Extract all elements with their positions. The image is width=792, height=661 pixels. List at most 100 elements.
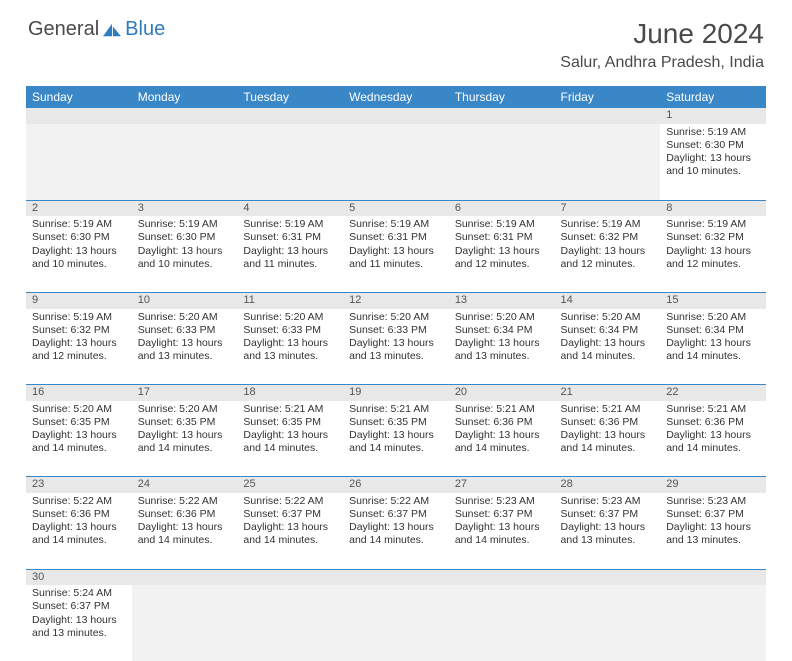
daylight-line: Daylight: 13 hours and 10 minutes. bbox=[32, 245, 126, 271]
day-number-cell: 8 bbox=[660, 200, 766, 216]
daylight-line: Daylight: 13 hours and 10 minutes. bbox=[138, 245, 232, 271]
day-cell bbox=[449, 124, 555, 200]
day-number-cell bbox=[343, 569, 449, 585]
day-cell-body: Sunrise: 5:20 AMSunset: 6:35 PMDaylight:… bbox=[132, 401, 238, 460]
day-cell bbox=[660, 585, 766, 661]
day-cell bbox=[237, 124, 343, 200]
day-cell bbox=[555, 585, 661, 661]
sunset-line: Sunset: 6:35 PM bbox=[243, 416, 337, 429]
day-cell bbox=[343, 124, 449, 200]
logo-text-blue: Blue bbox=[125, 18, 165, 41]
month-title: June 2024 bbox=[560, 18, 764, 50]
day-cell bbox=[132, 124, 238, 200]
day-cell: Sunrise: 5:20 AMSunset: 6:34 PMDaylight:… bbox=[555, 309, 661, 385]
day-cell bbox=[26, 124, 132, 200]
sunset-line: Sunset: 6:30 PM bbox=[32, 231, 126, 244]
day-cell: Sunrise: 5:23 AMSunset: 6:37 PMDaylight:… bbox=[660, 493, 766, 569]
sunset-line: Sunset: 6:34 PM bbox=[561, 324, 655, 337]
sunset-line: Sunset: 6:37 PM bbox=[666, 508, 760, 521]
daylight-line: Daylight: 13 hours and 13 minutes. bbox=[243, 337, 337, 363]
day-cell: Sunrise: 5:21 AMSunset: 6:36 PMDaylight:… bbox=[660, 401, 766, 477]
sunset-line: Sunset: 6:36 PM bbox=[138, 508, 232, 521]
day-cell-body: Sunrise: 5:19 AMSunset: 6:30 PMDaylight:… bbox=[26, 216, 132, 275]
weekday-header-row: SundayMondayTuesdayWednesdayThursdayFrid… bbox=[26, 86, 766, 108]
sunset-line: Sunset: 6:33 PM bbox=[243, 324, 337, 337]
day-cell-body: Sunrise: 5:20 AMSunset: 6:33 PMDaylight:… bbox=[343, 309, 449, 368]
day-number-cell bbox=[132, 108, 238, 124]
day-number-cell bbox=[343, 108, 449, 124]
day-number-cell bbox=[660, 569, 766, 585]
sunrise-line: Sunrise: 5:22 AM bbox=[243, 495, 337, 508]
day-number-cell: 27 bbox=[449, 477, 555, 493]
day-cell: Sunrise: 5:19 AMSunset: 6:31 PMDaylight:… bbox=[343, 216, 449, 292]
day-number-cell: 28 bbox=[555, 477, 661, 493]
sunrise-line: Sunrise: 5:21 AM bbox=[666, 403, 760, 416]
day-cell: Sunrise: 5:20 AMSunset: 6:33 PMDaylight:… bbox=[237, 309, 343, 385]
sunset-line: Sunset: 6:35 PM bbox=[349, 416, 443, 429]
day-cell: Sunrise: 5:23 AMSunset: 6:37 PMDaylight:… bbox=[449, 493, 555, 569]
daylight-line: Daylight: 13 hours and 14 minutes. bbox=[666, 337, 760, 363]
day-cell: Sunrise: 5:19 AMSunset: 6:31 PMDaylight:… bbox=[449, 216, 555, 292]
daylight-line: Daylight: 13 hours and 12 minutes. bbox=[455, 245, 549, 271]
day-cell: Sunrise: 5:19 AMSunset: 6:31 PMDaylight:… bbox=[237, 216, 343, 292]
daylight-line: Daylight: 13 hours and 12 minutes. bbox=[561, 245, 655, 271]
day-cell-body: Sunrise: 5:19 AMSunset: 6:31 PMDaylight:… bbox=[343, 216, 449, 275]
sunrise-line: Sunrise: 5:20 AM bbox=[243, 311, 337, 324]
day-number-cell: 12 bbox=[343, 292, 449, 308]
daylight-line: Daylight: 13 hours and 11 minutes. bbox=[349, 245, 443, 271]
daylight-line: Daylight: 13 hours and 12 minutes. bbox=[666, 245, 760, 271]
daylight-line: Daylight: 13 hours and 14 minutes. bbox=[32, 521, 126, 547]
week-row: Sunrise: 5:19 AMSunset: 6:30 PMDaylight:… bbox=[26, 124, 766, 200]
weekday-header: Monday bbox=[132, 86, 238, 108]
day-number-cell bbox=[555, 108, 661, 124]
daylight-line: Daylight: 13 hours and 13 minutes. bbox=[561, 521, 655, 547]
day-cell: Sunrise: 5:19 AMSunset: 6:32 PMDaylight:… bbox=[555, 216, 661, 292]
week-row: Sunrise: 5:19 AMSunset: 6:30 PMDaylight:… bbox=[26, 216, 766, 292]
day-cell bbox=[555, 124, 661, 200]
day-cell: Sunrise: 5:20 AMSunset: 6:33 PMDaylight:… bbox=[132, 309, 238, 385]
day-cell-body: Sunrise: 5:20 AMSunset: 6:33 PMDaylight:… bbox=[132, 309, 238, 368]
sunset-line: Sunset: 6:32 PM bbox=[32, 324, 126, 337]
sunset-line: Sunset: 6:34 PM bbox=[666, 324, 760, 337]
sunrise-line: Sunrise: 5:20 AM bbox=[138, 403, 232, 416]
day-cell: Sunrise: 5:22 AMSunset: 6:36 PMDaylight:… bbox=[26, 493, 132, 569]
day-cell-body: Sunrise: 5:21 AMSunset: 6:35 PMDaylight:… bbox=[343, 401, 449, 460]
day-cell-body: Sunrise: 5:20 AMSunset: 6:34 PMDaylight:… bbox=[555, 309, 661, 368]
sunset-line: Sunset: 6:33 PM bbox=[349, 324, 443, 337]
daylight-line: Daylight: 13 hours and 13 minutes. bbox=[349, 337, 443, 363]
sunrise-line: Sunrise: 5:20 AM bbox=[32, 403, 126, 416]
sunset-line: Sunset: 6:31 PM bbox=[243, 231, 337, 244]
day-number-cell: 18 bbox=[237, 385, 343, 401]
daylight-line: Daylight: 13 hours and 10 minutes. bbox=[666, 152, 760, 178]
day-cell bbox=[343, 585, 449, 661]
week-row: Sunrise: 5:19 AMSunset: 6:32 PMDaylight:… bbox=[26, 309, 766, 385]
day-cell bbox=[132, 585, 238, 661]
day-cell: Sunrise: 5:19 AMSunset: 6:32 PMDaylight:… bbox=[26, 309, 132, 385]
day-number-cell: 26 bbox=[343, 477, 449, 493]
day-number-cell bbox=[26, 108, 132, 124]
daylight-line: Daylight: 13 hours and 14 minutes. bbox=[138, 521, 232, 547]
logo: General Blue bbox=[28, 18, 165, 41]
sunset-line: Sunset: 6:32 PM bbox=[666, 231, 760, 244]
day-cell: Sunrise: 5:19 AMSunset: 6:30 PMDaylight:… bbox=[132, 216, 238, 292]
day-cell: Sunrise: 5:21 AMSunset: 6:35 PMDaylight:… bbox=[237, 401, 343, 477]
day-number-cell: 21 bbox=[555, 385, 661, 401]
day-cell: Sunrise: 5:22 AMSunset: 6:37 PMDaylight:… bbox=[237, 493, 343, 569]
day-cell-body: Sunrise: 5:22 AMSunset: 6:37 PMDaylight:… bbox=[343, 493, 449, 552]
day-cell-body: Sunrise: 5:20 AMSunset: 6:34 PMDaylight:… bbox=[660, 309, 766, 368]
day-cell-body: Sunrise: 5:20 AMSunset: 6:34 PMDaylight:… bbox=[449, 309, 555, 368]
day-number-cell: 9 bbox=[26, 292, 132, 308]
sunset-line: Sunset: 6:33 PM bbox=[138, 324, 232, 337]
logo-text-general: General bbox=[28, 18, 99, 41]
day-number-cell: 25 bbox=[237, 477, 343, 493]
weekday-header: Friday bbox=[555, 86, 661, 108]
day-cell-body: Sunrise: 5:22 AMSunset: 6:36 PMDaylight:… bbox=[132, 493, 238, 552]
day-number-cell: 2 bbox=[26, 200, 132, 216]
sunrise-line: Sunrise: 5:20 AM bbox=[349, 311, 443, 324]
weekday-header: Thursday bbox=[449, 86, 555, 108]
sunset-line: Sunset: 6:35 PM bbox=[138, 416, 232, 429]
day-cell-body: Sunrise: 5:21 AMSunset: 6:36 PMDaylight:… bbox=[449, 401, 555, 460]
sunrise-line: Sunrise: 5:21 AM bbox=[561, 403, 655, 416]
day-cell-body: Sunrise: 5:19 AMSunset: 6:31 PMDaylight:… bbox=[449, 216, 555, 275]
day-cell: Sunrise: 5:20 AMSunset: 6:35 PMDaylight:… bbox=[26, 401, 132, 477]
